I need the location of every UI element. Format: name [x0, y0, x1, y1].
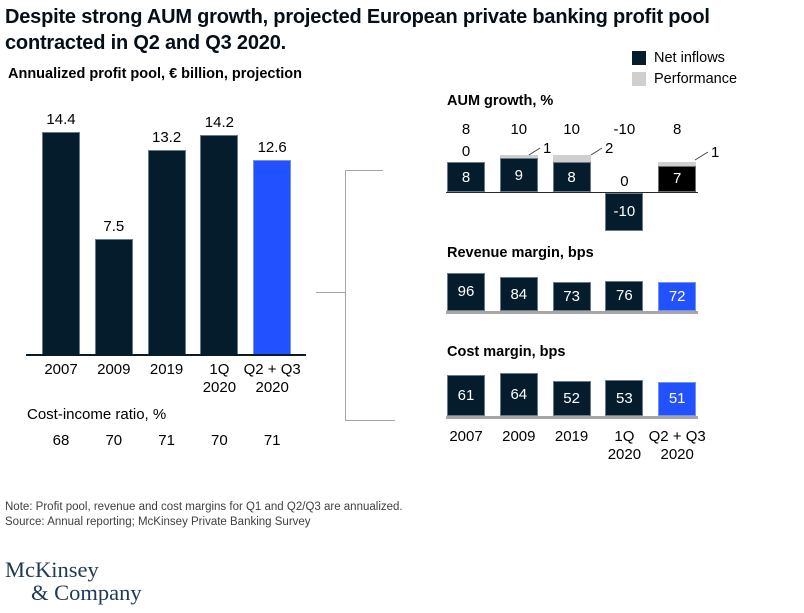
performance-callout-line: [590, 147, 603, 156]
bracket-bottom-line: [345, 420, 395, 421]
cost-margin-x-label: 1Q 2020: [607, 428, 642, 463]
profit-pool-bar: [200, 134, 239, 355]
performance-segment: [499, 154, 538, 159]
profit-pool-chart-title: Annualized profit pool, € billion, proje…: [8, 66, 303, 82]
profit-pool-bar-value: 13.2: [151, 129, 182, 147]
revenue-margin-value: 76: [616, 287, 633, 305]
revenue-margin-bar: [552, 281, 591, 311]
revenue-margin-baseline: [446, 311, 698, 314]
logo-line1: McKinsey: [5, 557, 99, 582]
revenue-margin-bar: [658, 282, 697, 311]
legend-label: Performance: [654, 71, 738, 87]
cost-margin-value: 52: [563, 389, 580, 407]
revenue-margin-value: 96: [457, 283, 475, 301]
cost-income-ratio-label: Cost-income ratio, %: [27, 406, 167, 423]
net-inflows-value: 9: [514, 166, 523, 184]
footnotes: Note: Profit pool, revenue and cost marg…: [5, 500, 403, 530]
aum-total-label: 10: [510, 121, 528, 138]
net-inflows-bar: [447, 162, 485, 192]
exhibit-title: Despite strong AUM growth, projected Eur…: [5, 6, 710, 54]
aum-growth-x-axis: [446, 192, 698, 193]
bracket-top-line: [345, 170, 383, 171]
aum-growth-chart-title: AUM growth, %: [447, 93, 554, 109]
performance-segment: [658, 162, 697, 166]
cost-margin-value: 51: [668, 390, 686, 408]
cost-margin-bar: [447, 374, 485, 416]
cost-margin-value: 64: [510, 385, 528, 403]
cost-income-ratio-value: 70: [105, 432, 123, 449]
source-text: Source: Annual reporting; McKinsey Priva…: [5, 516, 311, 528]
revenue-margin-bar: [605, 280, 644, 311]
legend-label: Net inflows: [654, 50, 725, 66]
cost-margin-x-label: 2007: [449, 428, 483, 445]
cost-income-ratio-value: 70: [211, 432, 228, 449]
performance-value: 0: [461, 143, 471, 160]
cost-margin-bar: [605, 380, 644, 416]
profit-pool-bar-value: 14.4: [46, 110, 76, 128]
profit-pool-x-label: 2019: [149, 361, 184, 378]
bracket-vertical-line: [345, 170, 346, 421]
cost-margin-baseline: [446, 416, 698, 419]
cost-margin-bar: [658, 381, 697, 416]
cost-income-ratio-value: 68: [52, 432, 70, 449]
cost-margin-x-label: 2019: [554, 428, 589, 445]
net-inflows-value: 8: [567, 168, 576, 186]
revenue-margin-value: 84: [510, 285, 528, 303]
net-inflows-bar: [552, 162, 591, 192]
profit-pool-bar: [42, 131, 80, 355]
cost-margin-bar: [499, 372, 538, 416]
mckinsey-logo: McKinsey & Company: [5, 558, 142, 604]
profit-pool-x-label: Q2 + Q3 2020: [243, 361, 301, 396]
legend-item-performance: Performance: [632, 72, 737, 86]
cost-margin-bar: [552, 380, 591, 416]
profit-pool-x-label: 1Q 2020: [202, 361, 237, 396]
aum-total-label: 10: [563, 121, 580, 138]
performance-segment: [552, 154, 591, 162]
revenue-margin-bar: [447, 272, 485, 311]
aum-total-label: 8: [461, 121, 471, 138]
profit-pool-bar-value: 14.2: [204, 113, 234, 131]
cost-income-ratio-value: 71: [263, 432, 281, 449]
cost-margin-value: 53: [616, 389, 633, 407]
cost-margin-x-label: 2009: [502, 428, 536, 445]
performance-value: 2: [605, 140, 614, 157]
net-inflows-bar: [499, 158, 538, 192]
net-inflows-bar: [605, 193, 644, 231]
net-inflows-value: -10: [613, 203, 636, 221]
net-inflows-value: 7: [673, 170, 682, 188]
profit-pool-bar-value: 7.5: [103, 217, 125, 235]
performance-value: 1: [711, 144, 720, 161]
profit-pool-bar: [147, 150, 186, 355]
cost-margin-chart-title: Cost margin, bps: [447, 344, 566, 360]
revenue-margin-bar: [499, 277, 538, 311]
net-inflows-swatch: [632, 51, 646, 65]
legend-item-net-inflows: Net inflows: [632, 51, 737, 65]
profit-pool-x-axis: [26, 354, 306, 356]
profit-pool-bar: [253, 159, 292, 355]
performance-value: 0: [620, 173, 629, 190]
profit-pool-bar-value: 12.6: [257, 138, 287, 156]
profit-pool-x-label: 2009: [97, 361, 131, 378]
logo-line2: & Company: [31, 580, 142, 605]
cost-margin-x-label: Q2 + Q3 2020: [648, 428, 706, 463]
cost-income-ratio-value: 71: [158, 432, 175, 449]
aum-total-label: 8: [673, 121, 682, 138]
bracket-middle-line: [316, 292, 345, 293]
revenue-margin-chart-title: Revenue margin, bps: [447, 245, 594, 261]
cost-margin-value: 61: [457, 386, 475, 404]
performance-swatch: [632, 72, 646, 86]
profit-pool-bar: [94, 238, 133, 355]
legend: Net inflows Performance: [632, 51, 737, 93]
revenue-margin-value: 73: [563, 287, 580, 305]
profit-pool-x-label: 2007: [44, 361, 78, 378]
net-inflows-bar: [658, 165, 697, 192]
revenue-margin-value: 72: [668, 288, 686, 306]
performance-value: 1: [543, 140, 552, 157]
note-text: Note: Profit pool, revenue and cost marg…: [5, 501, 403, 513]
aum-total-label: -10: [613, 121, 636, 138]
net-inflows-value: 8: [461, 168, 471, 186]
performance-callout-line: [694, 151, 709, 161]
